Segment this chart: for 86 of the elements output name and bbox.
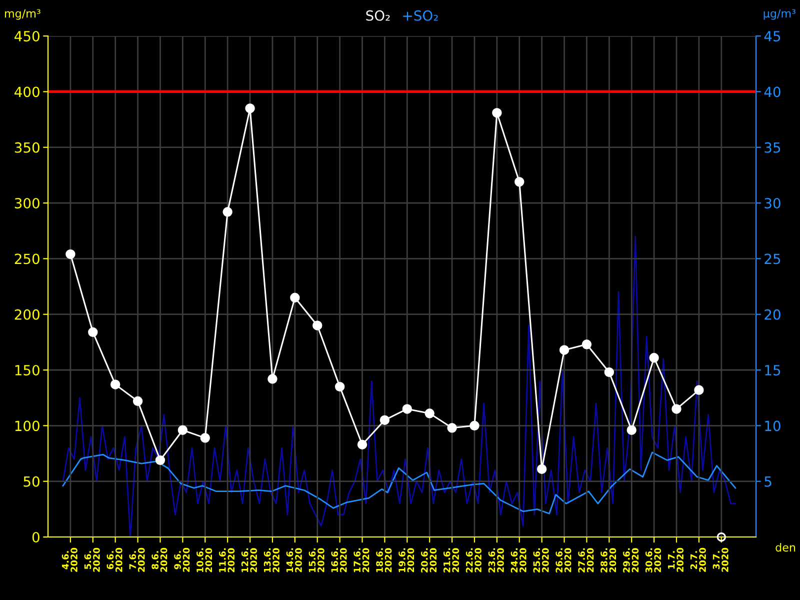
point [649, 352, 659, 363]
x-tick-label: 6.6. 2020 [106, 548, 122, 572]
point [222, 207, 232, 217]
x-tick-label: 19.6. 2020 [398, 548, 414, 572]
point [132, 396, 143, 406]
y2-tick-label: 5 [764, 476, 772, 487]
point [716, 532, 726, 542]
x-tick-label: 16.6. 2020 [331, 548, 347, 572]
point [672, 404, 682, 414]
x-tick-label: 25.6. 2020 [533, 548, 549, 572]
y2-tick-label: 30 [764, 198, 780, 208]
y2-tick-label: 25 [764, 254, 780, 264]
x-tick-label: 22.6. 2020 [466, 548, 482, 572]
y2-tick-label: 45 [764, 31, 780, 42]
x-tick-label: 10.6. 2020 [196, 548, 212, 572]
y-tick-label: 300 [14, 198, 40, 208]
x-tick-label: 13.6. 2020 [264, 548, 280, 572]
y-tick-label: 450 [14, 30, 40, 42]
y2-tick-label: 10 [765, 420, 780, 432]
x-tick-label: 4.6. 2020 [62, 548, 78, 572]
y-tick-label: 150 [15, 364, 40, 376]
point [536, 464, 547, 474]
x-tick-label: 20.6. 2020 [421, 548, 437, 572]
point [66, 249, 76, 260]
y2-axis-title: µg/m³ [764, 9, 796, 20]
x-tick-label: 30.6. 2020 [645, 548, 662, 573]
y-tick-label: 100 [15, 420, 40, 432]
text: +SO₂ [403, 10, 438, 21]
line-series [62, 236, 736, 537]
point [424, 408, 434, 418]
x-tick-label: 17.6. 2020 [354, 548, 370, 572]
x-tick-label: 15.6. 2020 [308, 548, 324, 572]
point [312, 320, 322, 330]
x-tick-label: 2.7. 2020 [690, 548, 706, 572]
y-tick-label: 0 [32, 532, 40, 542]
point [402, 404, 412, 414]
y-tick-label: 200 [14, 309, 40, 320]
point [447, 423, 457, 433]
x-tick-label: 9.6. 2020 [174, 548, 190, 572]
y-tick-label: 400 [14, 86, 40, 98]
y-tick-label: 50 [24, 476, 40, 487]
x-tick-label: 18.6. 2020 [376, 548, 392, 572]
x-tick-label: 3.7. 2020 [712, 548, 728, 572]
point [290, 292, 300, 302]
y2-tick-label: 40 [764, 86, 780, 98]
point [559, 345, 570, 355]
x-tick-label: 14.6. 2020 [286, 548, 302, 572]
point [492, 108, 502, 118]
x-tick-label: 7.6. 2020 [129, 548, 145, 572]
x-tick-label: 11.6. 2020 [219, 548, 235, 572]
point [178, 425, 188, 435]
point [514, 176, 524, 187]
point [380, 415, 390, 425]
x-tick-label: 5.6. 2020 [84, 548, 100, 572]
x-axis-title: den [776, 543, 796, 552]
point [88, 327, 98, 338]
point [357, 440, 368, 450]
x-tick-label: 28.6. 2020 [600, 548, 616, 572]
point [110, 380, 120, 390]
x-tick-label: 12.6. 2020 [241, 548, 258, 572]
y-tick-label: 250 [14, 254, 40, 264]
x-tick-label: 1.7. 2020 [668, 548, 684, 572]
x-tick-label: 8.6. 2020 [152, 548, 168, 572]
point [155, 455, 166, 466]
y2-tick-label: 35 [764, 142, 780, 153]
x-tick-label: 24.6. 2020 [510, 548, 526, 572]
y2-tick-label: 20 [764, 309, 780, 320]
point [626, 425, 636, 435]
x-tick-label: 26.6. 2020 [556, 548, 572, 572]
text: SO₂ [366, 10, 390, 21]
x-tick-label: 23.6. 2020 [488, 548, 504, 572]
point [470, 420, 480, 431]
line-series [62, 452, 736, 514]
x-tick-label: 21.6. 2020 [443, 548, 460, 572]
point [582, 340, 592, 350]
point [245, 104, 255, 114]
y2-tick-label: 15 [765, 365, 780, 376]
point [694, 385, 704, 395]
y-tick-label: 350 [14, 142, 40, 153]
point [200, 433, 210, 443]
x-tick-label: 29.6. 2020 [623, 548, 639, 572]
y-axis-title: mg/m³ [5, 9, 40, 20]
point [604, 367, 614, 378]
point [268, 374, 278, 384]
point [334, 382, 345, 392]
x-tick-label: 27.6. 2020 [578, 548, 594, 572]
